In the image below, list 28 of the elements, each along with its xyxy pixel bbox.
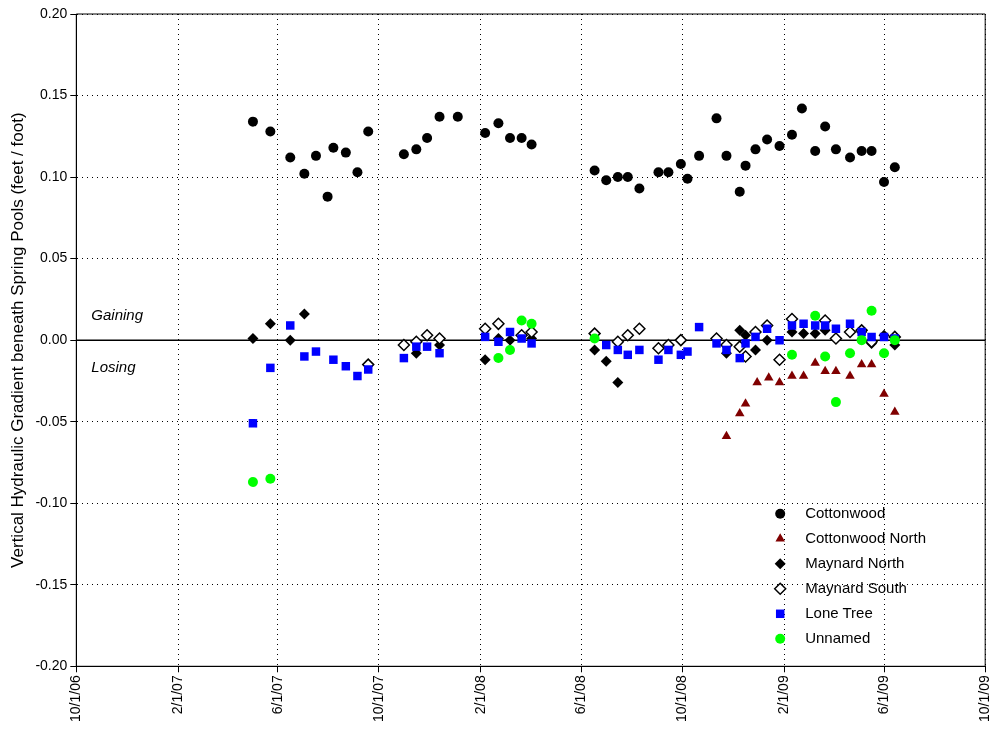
- y-tick-label: 0.20: [40, 4, 68, 21]
- x-tick-label: 2/1/09: [775, 675, 792, 715]
- x-tick-label: 10/1/09: [976, 675, 993, 723]
- x-tick-label: 2/1/08: [471, 675, 488, 715]
- x-tick-label: 6/1/07: [268, 675, 285, 715]
- legend-label: Cottonwood: [805, 503, 886, 521]
- y-tick-label: 0.05: [40, 249, 68, 266]
- y-tick-label: 0.15: [40, 86, 68, 103]
- legend-label: Unnamed: [805, 628, 871, 646]
- y-tick-label: 0.10: [40, 167, 68, 184]
- legend-label: Cottonwood North: [805, 528, 927, 546]
- legend-label: Maynard North: [805, 553, 905, 571]
- x-tick-label: 10/1/08: [673, 675, 690, 723]
- x-tick-label: 10/1/07: [369, 675, 386, 723]
- legend-label: Maynard South: [805, 578, 907, 596]
- x-tick-label: 10/1/06: [67, 675, 84, 723]
- y-axis-title: Vertical Hydraulic Gradient beneath Spring Pools (feet / foot): [7, 112, 27, 568]
- x-tick-label: 6/1/08: [572, 675, 589, 715]
- x-tick-label: 6/1/09: [874, 675, 891, 715]
- annotation: Losing: [91, 358, 137, 376]
- legend-label: Lone Tree: [805, 603, 873, 621]
- y-tick-label: -0.15: [35, 575, 68, 592]
- y-tick-label: -0.10: [35, 494, 68, 511]
- annotation: Gaining: [91, 306, 144, 324]
- y-tick-label: -0.20: [35, 657, 68, 674]
- y-tick-label: 0.00: [40, 331, 68, 347]
- y-tick-label: -0.05: [35, 412, 68, 429]
- x-tick-label: 2/1/07: [169, 675, 186, 715]
